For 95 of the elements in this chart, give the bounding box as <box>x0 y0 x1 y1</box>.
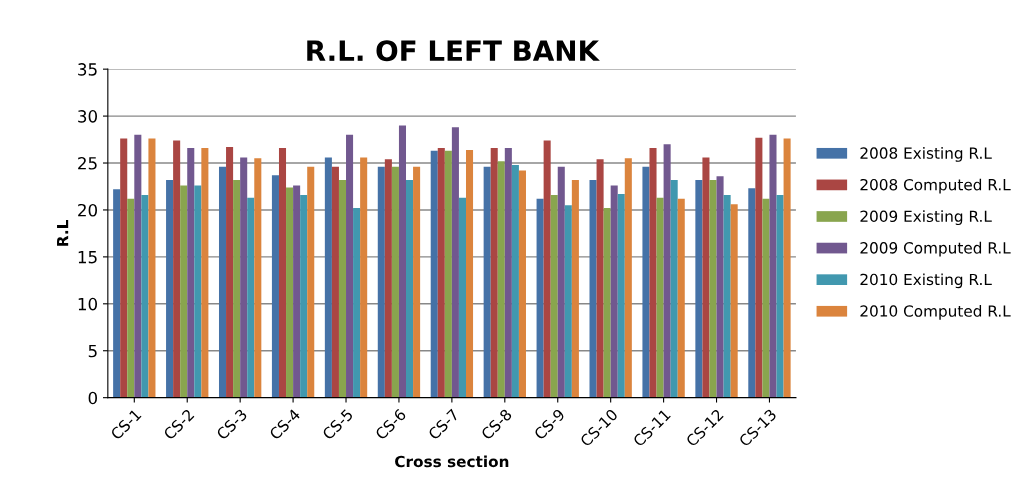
bar <box>360 157 368 398</box>
bar <box>300 194 308 398</box>
bar <box>589 179 597 398</box>
y-tick-label: 35 <box>78 63 97 76</box>
bar <box>610 185 618 398</box>
bar <box>271 175 279 398</box>
bar <box>649 148 657 398</box>
y-tick-label: 10 <box>78 297 98 311</box>
bar <box>677 198 685 398</box>
bar <box>451 127 459 398</box>
bar <box>406 179 414 398</box>
bar <box>187 148 195 398</box>
bar <box>127 198 135 398</box>
bar <box>617 193 625 398</box>
legend-label: 2008 Computed R.L <box>860 178 1011 194</box>
bar <box>148 138 156 398</box>
bar <box>571 179 579 398</box>
bar <box>776 194 784 398</box>
bar <box>377 166 385 398</box>
bar <box>194 185 202 398</box>
bar <box>564 205 572 398</box>
bar <box>226 147 234 398</box>
chart-title: R.L. OF LEFT BANK <box>307 40 600 62</box>
bar <box>307 166 315 398</box>
y-axis-title: R.L <box>57 220 69 246</box>
bar <box>201 148 209 398</box>
bar <box>490 148 498 398</box>
bar <box>180 185 188 398</box>
bar <box>483 166 491 398</box>
bar <box>173 140 181 398</box>
bar <box>331 166 339 398</box>
bar <box>391 166 399 398</box>
bar <box>286 187 294 398</box>
bar <box>384 159 392 398</box>
bar <box>398 125 407 398</box>
bar <box>338 179 347 398</box>
x-axis-title: Cross section <box>395 455 509 468</box>
legend-label: 2010 Existing R.L <box>860 273 992 289</box>
bar <box>247 197 255 398</box>
bar <box>497 161 505 398</box>
bar <box>663 144 671 398</box>
bar <box>748 188 756 398</box>
bar <box>166 179 174 398</box>
bar <box>240 157 248 398</box>
bar <box>670 179 678 398</box>
bar <box>134 134 142 398</box>
bar <box>550 194 558 398</box>
bar <box>783 138 791 398</box>
bar <box>543 140 551 398</box>
bar <box>624 158 632 398</box>
y-tick-label: 25 <box>78 156 97 170</box>
bar <box>346 134 354 398</box>
bar <box>444 150 452 398</box>
bar <box>120 138 128 398</box>
y-tick-label: 0 <box>88 391 98 405</box>
bar <box>511 164 519 398</box>
bar <box>465 149 474 398</box>
bar <box>141 194 149 398</box>
bar <box>702 157 710 398</box>
legend-label: 2009 Existing R.L <box>860 210 992 226</box>
y-tick-label: 20 <box>78 203 98 217</box>
bar <box>716 176 724 398</box>
bar <box>656 197 664 398</box>
legend-label: 2008 Existing R.L <box>860 147 992 162</box>
bar <box>730 204 738 398</box>
bar <box>769 134 777 398</box>
bar <box>695 179 703 398</box>
bar <box>603 208 611 398</box>
bar <box>557 166 565 398</box>
y-tick-label: 15 <box>78 251 97 264</box>
bar <box>113 189 121 398</box>
bar <box>755 137 763 398</box>
bar <box>293 185 301 398</box>
bar <box>324 157 332 398</box>
bar <box>233 179 241 398</box>
bar <box>504 148 512 398</box>
bar <box>437 148 445 398</box>
bar <box>723 194 731 398</box>
legend-label: 2010 Computed R.L <box>860 305 1011 320</box>
bar <box>642 166 650 398</box>
y-tick-label: 30 <box>78 110 98 123</box>
bar <box>762 198 770 398</box>
bar <box>430 150 438 398</box>
bar <box>254 158 262 398</box>
bar <box>596 159 604 398</box>
bar <box>518 170 526 398</box>
bar <box>413 166 421 398</box>
bar <box>709 179 717 398</box>
bar <box>536 198 544 398</box>
y-tick-label: 5 <box>88 344 97 358</box>
bar <box>278 148 287 398</box>
bar <box>458 197 466 398</box>
bar <box>353 208 361 398</box>
bar <box>218 166 227 398</box>
legend-label: 2009 Computed R.L <box>860 241 1011 257</box>
